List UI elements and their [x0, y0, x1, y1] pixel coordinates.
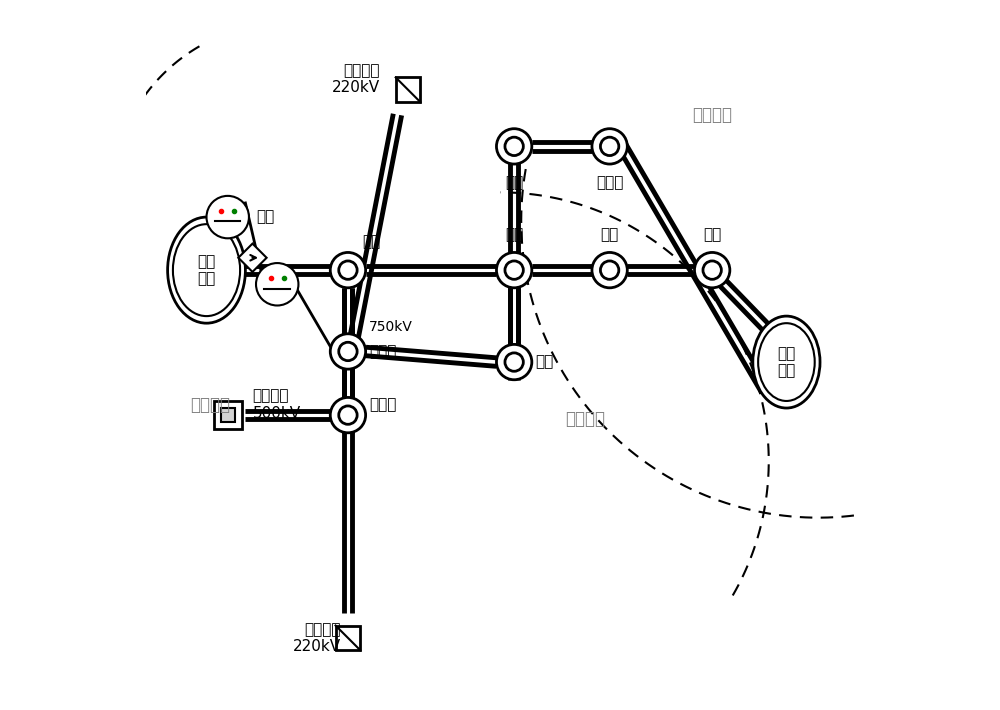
Circle shape: [505, 137, 523, 155]
Bar: [214, 401, 242, 430]
Bar: [396, 77, 420, 102]
Circle shape: [505, 353, 523, 371]
Text: 青海电网: 青海电网: [692, 106, 732, 124]
Text: 新疆
主网: 新疆 主网: [197, 254, 216, 286]
Circle shape: [496, 129, 532, 164]
Text: 甘肃电网: 甘肃电网: [565, 410, 605, 427]
Ellipse shape: [753, 316, 820, 408]
Circle shape: [256, 263, 298, 305]
Circle shape: [703, 261, 721, 279]
Bar: [336, 626, 360, 650]
Text: 哈密: 哈密: [362, 234, 380, 249]
Text: 沙洲: 沙洲: [535, 354, 554, 370]
Text: 柴达木: 柴达木: [596, 175, 623, 190]
Text: 酒泉: 酒泉: [600, 226, 619, 242]
Circle shape: [505, 261, 523, 279]
Circle shape: [339, 342, 357, 361]
Circle shape: [496, 253, 532, 288]
Circle shape: [496, 344, 532, 380]
Text: 哈密南风
220kV: 哈密南风 220kV: [332, 63, 380, 95]
Text: 敦煌: 敦煌: [505, 226, 523, 242]
Circle shape: [339, 406, 357, 425]
Text: 新疆电网: 新疆电网: [190, 395, 230, 413]
Ellipse shape: [168, 217, 245, 323]
Text: 750kV: 750kV: [369, 320, 413, 334]
Text: 哈密南: 哈密南: [369, 344, 397, 359]
Ellipse shape: [758, 323, 815, 401]
Circle shape: [207, 196, 249, 239]
Text: 哈密换: 哈密换: [369, 397, 397, 412]
Ellipse shape: [173, 224, 240, 316]
Text: 郑州: 郑州: [256, 209, 274, 224]
Circle shape: [694, 253, 730, 288]
Text: 桥湾: 桥湾: [703, 226, 721, 242]
Circle shape: [330, 398, 366, 433]
Circle shape: [592, 129, 627, 164]
Circle shape: [600, 137, 619, 155]
Circle shape: [330, 334, 366, 369]
Text: 哈密风电
220kV: 哈密风电 220kV: [293, 622, 341, 654]
Circle shape: [339, 261, 357, 279]
Text: 鱼卡: 鱼卡: [505, 175, 523, 190]
Bar: [221, 408, 235, 422]
Circle shape: [330, 253, 366, 288]
Text: 配套火电
500kV: 配套火电 500kV: [252, 388, 301, 421]
Circle shape: [600, 261, 619, 279]
Text: 西北
主网: 西北 主网: [777, 346, 796, 378]
Polygon shape: [238, 244, 267, 272]
Circle shape: [592, 253, 627, 288]
